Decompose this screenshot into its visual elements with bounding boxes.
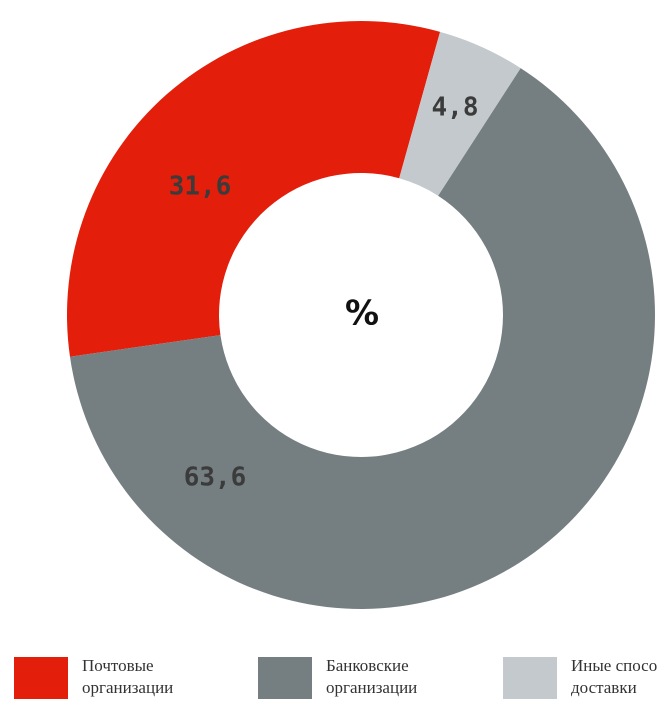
center-label: % (345, 294, 379, 334)
donut-segment (67, 20, 441, 357)
value-label: 31,6 (169, 172, 232, 202)
legend-swatch (503, 657, 557, 699)
legend-label: Почтовые организации (82, 656, 174, 697)
donut-segment (69, 68, 656, 610)
value-label: 4,8 (432, 93, 479, 123)
legend-swatch (258, 657, 312, 699)
legend-swatch (14, 657, 68, 699)
legend-label: Банковские организации (326, 656, 418, 697)
chart: 4,8 63,6 31,6% (67, 20, 656, 610)
legend-label: Иные способы доставки (571, 656, 658, 697)
value-label: 63,6 (184, 463, 247, 493)
donut-segment (399, 31, 521, 196)
